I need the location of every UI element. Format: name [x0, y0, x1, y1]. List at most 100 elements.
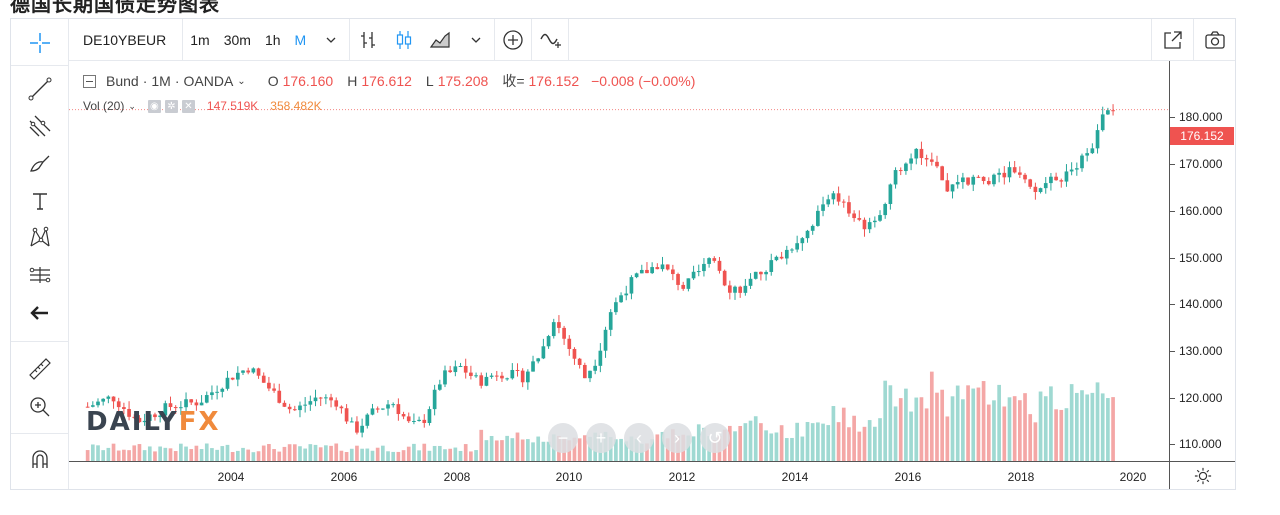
candle [795, 243, 799, 250]
pattern-icon[interactable] [20, 222, 60, 254]
back-arrow-icon[interactable] [20, 297, 60, 329]
candle [909, 158, 913, 164]
interval-30m[interactable]: 30m [223, 31, 251, 48]
bar-style-icon[interactable] [350, 19, 386, 61]
volume-bar [1080, 390, 1084, 461]
volume-bar [541, 441, 546, 461]
volume-bar [204, 443, 209, 461]
scroll-right-button[interactable]: › [662, 423, 692, 453]
ruler-icon[interactable] [20, 353, 60, 385]
candle-chart-svg[interactable] [69, 61, 1169, 461]
candle [546, 336, 551, 347]
interval-1h[interactable]: 1h [264, 31, 281, 48]
eye-icon[interactable]: ◉ [147, 99, 161, 113]
candle [287, 406, 292, 410]
collapse-legend-icon[interactable] [83, 74, 96, 88]
legend-source[interactable]: OANDA [183, 73, 234, 89]
candle [412, 420, 416, 422]
text-icon[interactable] [20, 185, 60, 217]
volume-bar [432, 445, 437, 461]
interval-1m[interactable]: 1m [190, 31, 210, 48]
volume-bar [189, 449, 194, 461]
fullscreen-icon[interactable] [1151, 19, 1193, 61]
candle [318, 397, 323, 399]
candle [645, 269, 649, 274]
volume-bar [324, 445, 328, 461]
indicators-icon[interactable] [532, 19, 568, 61]
brush-icon[interactable] [20, 147, 60, 179]
price-axis[interactable]: 180.000 170.000 160.000 150.000 140.000 … [1169, 61, 1235, 461]
chevron-down-icon[interactable]: ⌄ [237, 75, 246, 87]
volume-bar [691, 436, 696, 461]
time-axis[interactable]: 2004 2006 2008 2010 2012 2014 2016 2018 … [69, 461, 1169, 489]
zoom-in-button[interactable]: + [586, 423, 616, 453]
zoom-out-button[interactable]: − [548, 423, 578, 453]
candle [655, 267, 660, 270]
close-icon[interactable]: ✕ [181, 99, 195, 113]
candle [458, 365, 463, 367]
candle [598, 350, 603, 366]
interval-dropdown-icon[interactable] [313, 19, 349, 61]
compare-add-icon[interactable] [495, 19, 531, 61]
volume-bar [173, 451, 178, 461]
candle [1002, 172, 1007, 178]
interval-month[interactable]: M [294, 31, 307, 48]
volume-bar [448, 448, 453, 461]
candle [189, 399, 194, 403]
candle [784, 249, 789, 259]
candle [1069, 169, 1074, 172]
chart-type-dropdown-icon[interactable] [458, 19, 494, 61]
legend-name: Bund [106, 73, 139, 89]
candle [883, 204, 888, 216]
chevron-down-icon[interactable]: ⌄ [128, 100, 136, 111]
volume-bar [298, 446, 302, 461]
volume-bar [1074, 392, 1079, 461]
candle [733, 286, 737, 293]
area-icon[interactable] [422, 19, 458, 61]
candles-icon[interactable] [386, 19, 422, 61]
volume-bar [841, 407, 846, 461]
volume-bar [256, 451, 261, 461]
close-label: 收= [502, 73, 525, 89]
candle [526, 371, 530, 383]
volume-bar [220, 446, 225, 461]
dailyfx-logo: DAILYFX [86, 407, 221, 437]
volume-bar [313, 444, 318, 461]
fib-icon[interactable] [20, 110, 60, 142]
zoom-in-icon[interactable] [20, 391, 60, 423]
volume-bar [355, 445, 359, 461]
candle [1033, 186, 1038, 193]
volume-bar [743, 423, 748, 461]
snapshot-icon[interactable] [1193, 19, 1235, 61]
volume-bar [935, 392, 939, 461]
chart-settings-icon[interactable] [1169, 461, 1235, 489]
scroll-left-button[interactable]: ‹ [624, 423, 654, 453]
candle [489, 375, 494, 377]
volume-bar [1059, 409, 1064, 461]
magnet-icon[interactable] [20, 443, 60, 475]
trend-line-icon[interactable] [20, 73, 60, 105]
reset-chart-button[interactable]: ↺ [700, 423, 730, 453]
volume-bar [1018, 400, 1022, 461]
price-chart[interactable] [69, 61, 1169, 461]
volume-bar [992, 400, 996, 461]
volume-bar [1023, 393, 1027, 461]
candle [867, 222, 872, 230]
prediction-icon[interactable] [20, 259, 60, 291]
last-price-label: 176.152 [1170, 127, 1234, 145]
volume-bar [96, 445, 100, 461]
price-tick: 140.000 [1179, 297, 1223, 311]
volume-bar [769, 433, 774, 461]
crosshair-icon[interactable] [20, 27, 60, 59]
volume-label[interactable]: Vol (20) [83, 99, 125, 113]
candle [448, 370, 453, 373]
gear-icon[interactable]: ✲ [164, 99, 178, 113]
volume-bar [784, 438, 789, 461]
legend-interval: 1M [151, 73, 171, 89]
candle [381, 408, 385, 410]
candle [531, 361, 535, 372]
symbol-search[interactable]: DE10YBEUR [83, 31, 167, 48]
candle [235, 372, 240, 380]
candle [924, 158, 929, 160]
volume-bar [686, 435, 691, 461]
